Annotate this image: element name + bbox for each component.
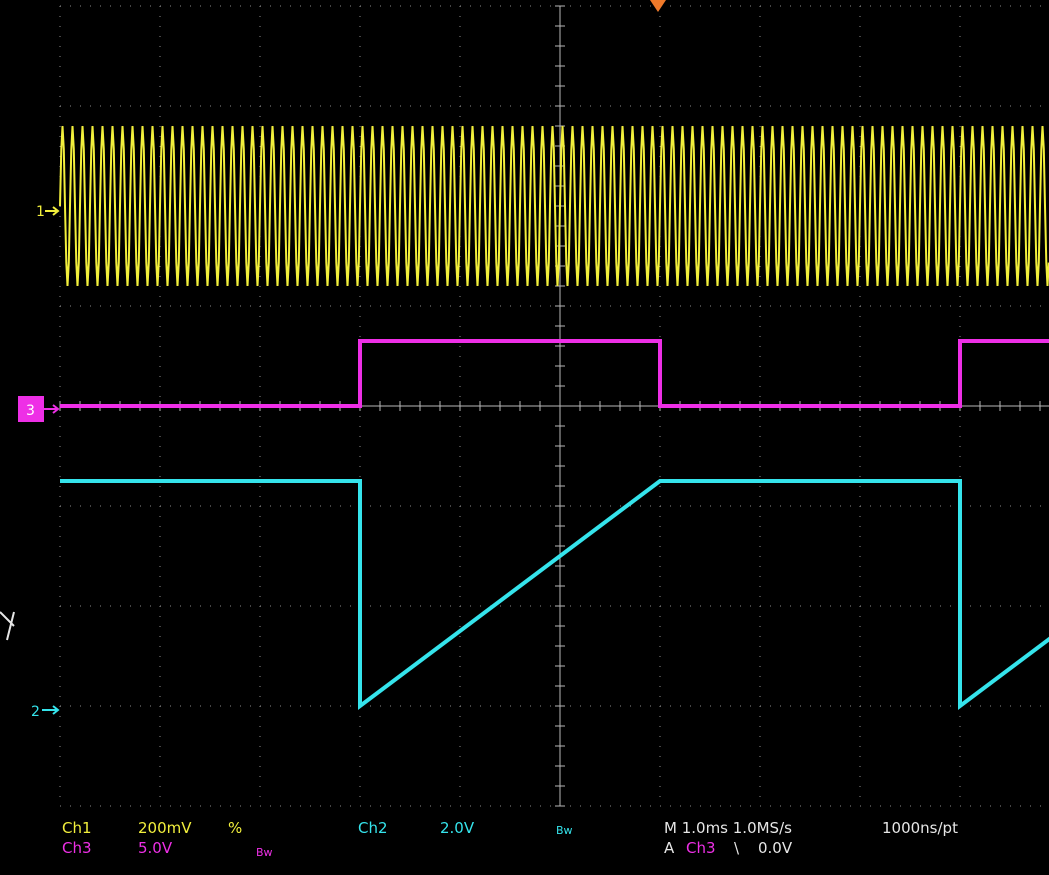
ch3-trace [60,339,1049,408]
ch3-marker-arrow-icon [44,404,60,414]
trigger-level: 0.0V [758,839,793,857]
timebase: M 1.0ms 1.0MS/s [664,819,792,837]
ch2-bw: Bw [556,824,573,837]
ch2-trace [60,479,1049,710]
record-length: 1000ns/pt [882,819,958,837]
ch1-coupling: % [228,819,243,837]
ch2-marker-arrow-icon [42,705,60,715]
trigger-source: Ch3 [686,839,716,857]
waveform-traces [59,125,1049,710]
trigger-prefix: A [664,839,675,857]
ch3-marker-label: 3 [26,403,35,419]
ch3-marker-box [18,396,44,422]
ch3-scale: 5.0V [138,839,173,857]
channel-markers: 1 3 2 [0,0,666,720]
trigger-slope-icon: \ [734,839,740,857]
ch1-marker-label: 1 [36,204,45,220]
trigger-position-icon [650,0,666,12]
ch1-marker-arrow-icon [45,206,60,216]
side-marker-icon [0,611,15,641]
ch2-label: Ch2 [358,819,388,837]
ch2-marker-label: 2 [31,704,40,720]
ch2-scale: 2.0V [440,819,475,837]
ch3-bw: Bw [256,846,273,859]
ch3-label: Ch3 [62,839,92,857]
ch1-scale: 200mV [138,819,192,837]
ch1-trace [59,125,1049,287]
ch1-label: Ch1 [62,819,92,837]
